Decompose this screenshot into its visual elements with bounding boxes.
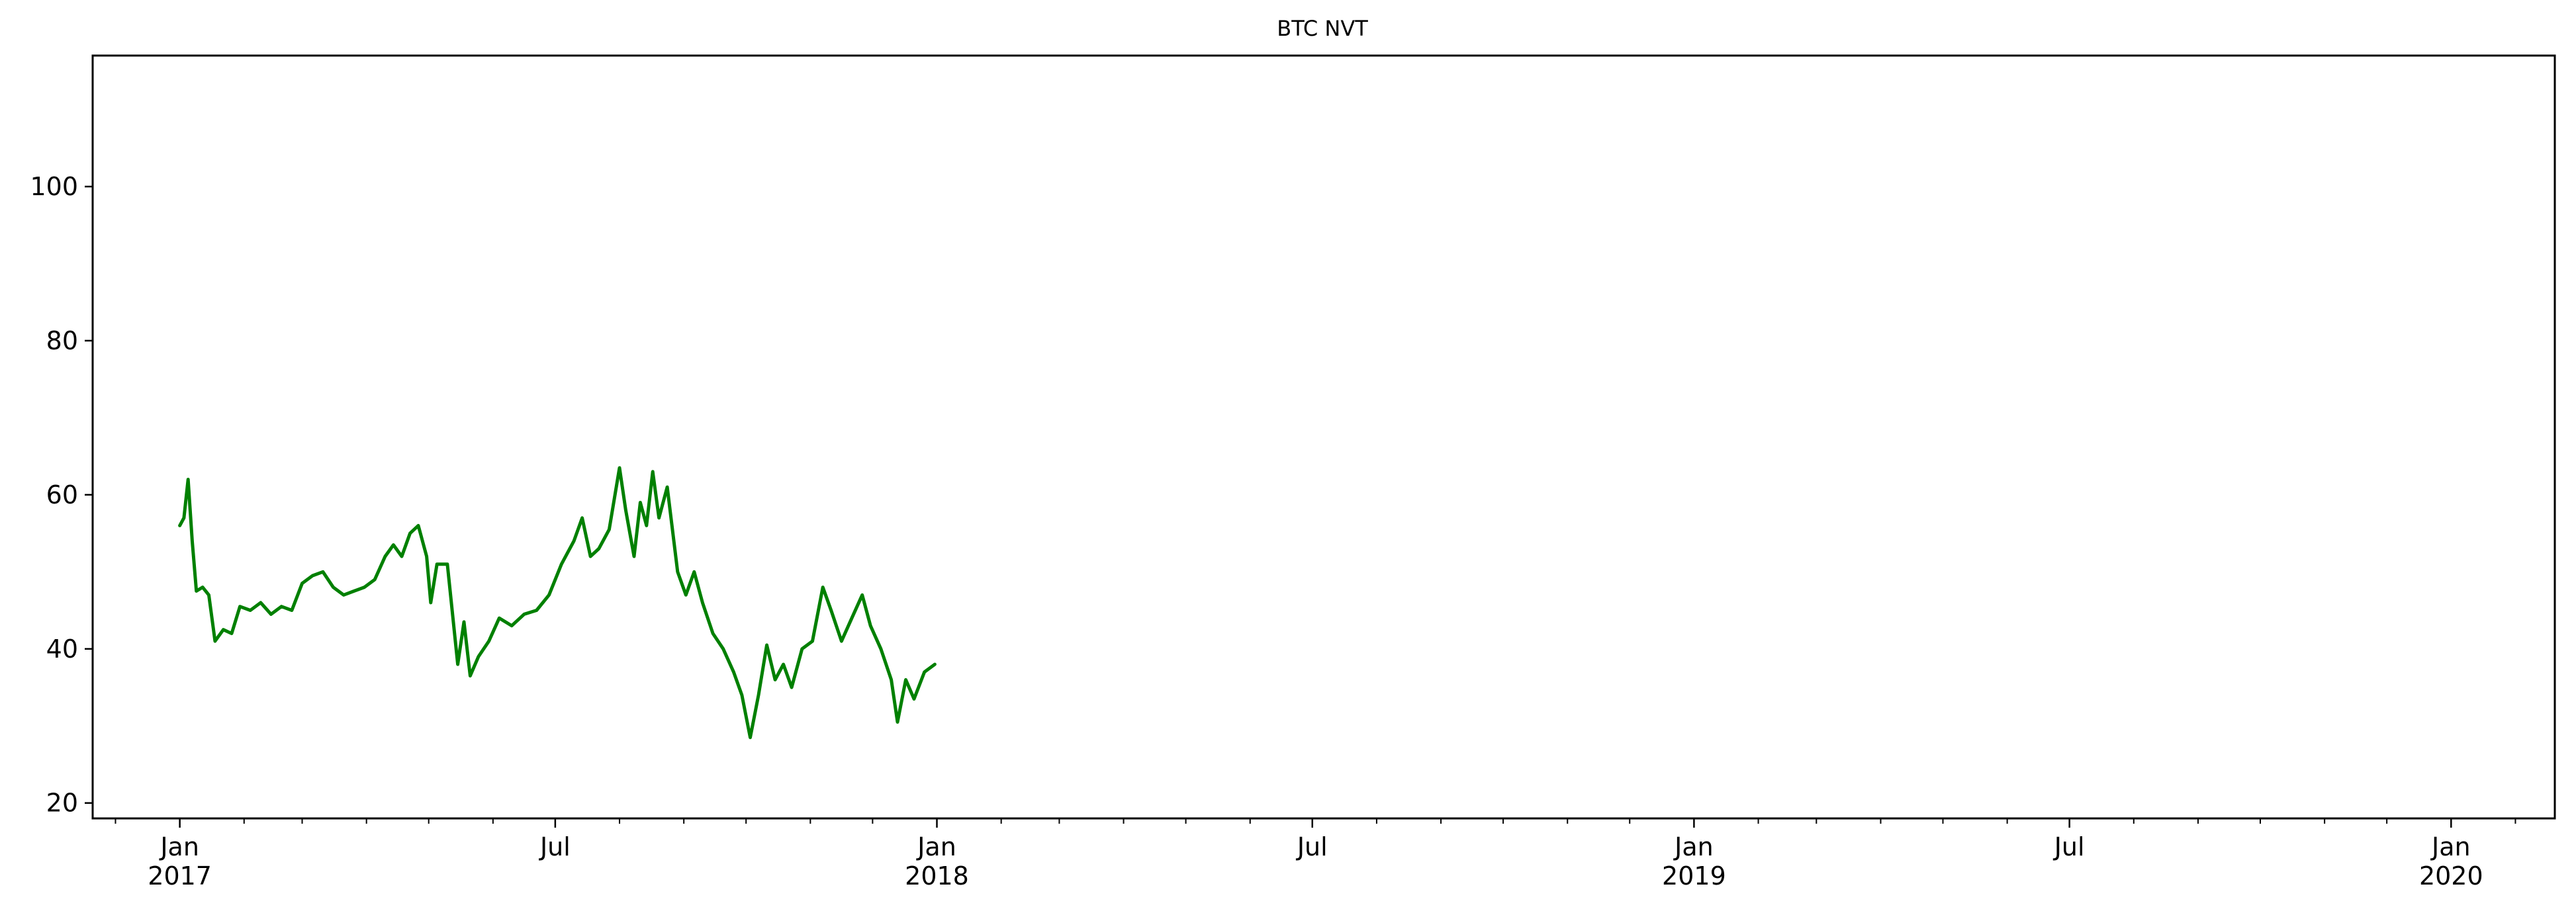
plot-area — [178, 466, 937, 740]
y-tick-label: 60 — [46, 480, 78, 509]
x-tick-year-label: 2017 — [148, 861, 212, 891]
x-tick-label: Jul — [1296, 832, 1328, 861]
x-tick-year-label: 2020 — [2419, 861, 2483, 891]
x-tick-year-label: 2019 — [1662, 861, 1726, 891]
x-tick-label: Jan — [916, 832, 956, 861]
y-tick-label: 80 — [46, 326, 78, 355]
y-tick-label: 20 — [46, 789, 78, 818]
y-tick-label: 100 — [30, 172, 78, 201]
axes-frame — [91, 54, 2556, 820]
chart-title: BTC NVT — [1277, 16, 1368, 41]
x-tick-label: Jul — [2053, 832, 2085, 861]
x-tick-year-label: 2018 — [905, 861, 969, 891]
x-tick-label: Jan — [1673, 832, 1714, 861]
x-tick-label: Jan — [2430, 832, 2471, 861]
x-tick-label: Jan — [159, 832, 199, 861]
x-tick-label: Jul — [539, 832, 571, 861]
series-line-0 — [178, 466, 937, 740]
y-tick-label: 40 — [46, 634, 78, 664]
